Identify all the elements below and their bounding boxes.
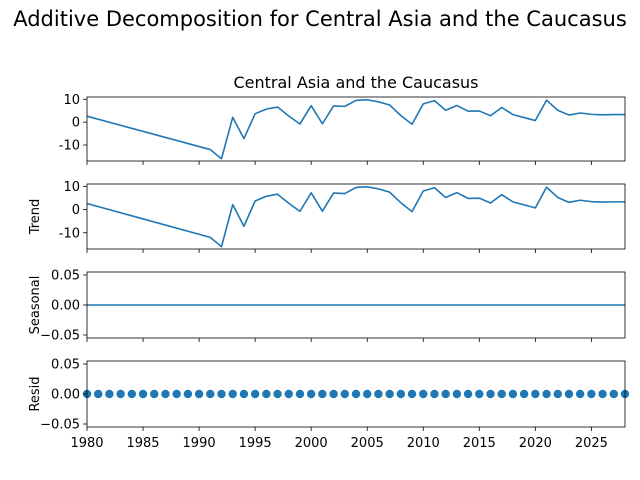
y-tick-label: 0.00	[51, 388, 80, 403]
y-tick-label: −0.05	[40, 418, 80, 433]
resid-point	[150, 389, 159, 399]
resid-point	[273, 389, 282, 399]
x-tick-label: 2010	[407, 436, 440, 451]
x-tick-label: 1990	[183, 436, 216, 451]
resid-point	[105, 389, 114, 399]
x-tick-label: 2015	[463, 436, 496, 451]
x-tick-label: 1995	[239, 436, 272, 451]
resid-point	[295, 389, 305, 399]
resid-point	[396, 389, 406, 399]
resid-point	[564, 389, 574, 399]
resid-point	[127, 389, 137, 399]
y-tick-label: -10	[59, 139, 80, 154]
trend-ylabel: Trend	[28, 199, 43, 236]
panel-title: Central Asia and the Caucasus	[233, 73, 478, 92]
resid-point	[553, 389, 562, 399]
resid-point	[441, 389, 450, 399]
panel-observed: 10 0 -10 Central Asia and the Caucasus	[59, 73, 626, 165]
resid-point	[284, 389, 293, 399]
resid-point	[587, 389, 596, 399]
panel-resid: 0.05 0.00 −0.05 1980 1985 1990 1995 2000 2005 201…	[28, 358, 630, 451]
resid-point	[206, 389, 215, 399]
resid-point	[228, 389, 237, 399]
y-tick-label: 0.05	[51, 358, 80, 373]
resid-point	[351, 389, 361, 399]
resid-point	[363, 389, 372, 399]
y-tick-label: 0	[72, 203, 80, 218]
x-tick-label: 1980	[70, 436, 103, 451]
y-tick-label: -10	[59, 226, 80, 241]
x-tick-label: 2005	[351, 436, 384, 451]
resid-point	[419, 389, 428, 399]
resid-point	[194, 389, 204, 399]
trend-line	[86, 185, 625, 248]
resid-point	[374, 389, 383, 399]
y-tick-label: 10	[63, 93, 80, 108]
resid-point	[407, 389, 417, 399]
resid-point	[161, 389, 170, 399]
resid-point	[94, 389, 103, 399]
resid-point	[239, 389, 249, 399]
resid-point	[542, 389, 551, 399]
x-tick-label: 1985	[126, 436, 159, 451]
resid-point	[497, 389, 506, 399]
resid-point	[250, 389, 260, 399]
resid-point	[183, 389, 193, 399]
figure-title: Additive Decomposition for Central Asia …	[13, 7, 627, 31]
trend-axes-frame	[86, 183, 626, 250]
resid-point	[508, 389, 518, 399]
observed-axes-frame	[86, 96, 626, 162]
resid-point	[519, 389, 529, 399]
resid-point	[340, 389, 349, 399]
resid-point	[531, 389, 540, 399]
resid-point	[598, 389, 607, 399]
resid-point	[318, 389, 327, 399]
x-tick-label: 2025	[575, 436, 608, 451]
resid-point	[172, 389, 181, 399]
resid-point	[217, 389, 226, 399]
resid-point	[452, 389, 462, 399]
resid-point	[575, 389, 585, 399]
resid-point	[262, 389, 271, 399]
resid-point	[463, 389, 473, 399]
y-tick-label: 0	[72, 116, 80, 131]
resid-ylabel: Resid	[28, 376, 43, 411]
resid-point	[475, 389, 484, 399]
x-tick-label: 2000	[295, 436, 328, 451]
y-tick-label: 0.00	[51, 299, 80, 314]
resid-point	[385, 389, 394, 399]
y-tick-label: −0.05	[40, 329, 80, 344]
resid-point	[116, 389, 125, 399]
resid-point	[138, 389, 148, 399]
observed-line	[86, 98, 625, 160]
resid-point	[430, 389, 439, 399]
resid-point	[486, 389, 495, 399]
resid-point	[329, 389, 338, 399]
panel-trend: 10 0 -10 Trend	[28, 180, 626, 253]
x-tick-label: 2020	[519, 436, 552, 451]
resid-point	[609, 389, 618, 399]
y-tick-label: 10	[63, 180, 80, 195]
resid-point	[306, 389, 316, 399]
seasonal-ylabel: Seasonal	[28, 276, 43, 335]
y-tick-label: 0.05	[51, 269, 80, 284]
